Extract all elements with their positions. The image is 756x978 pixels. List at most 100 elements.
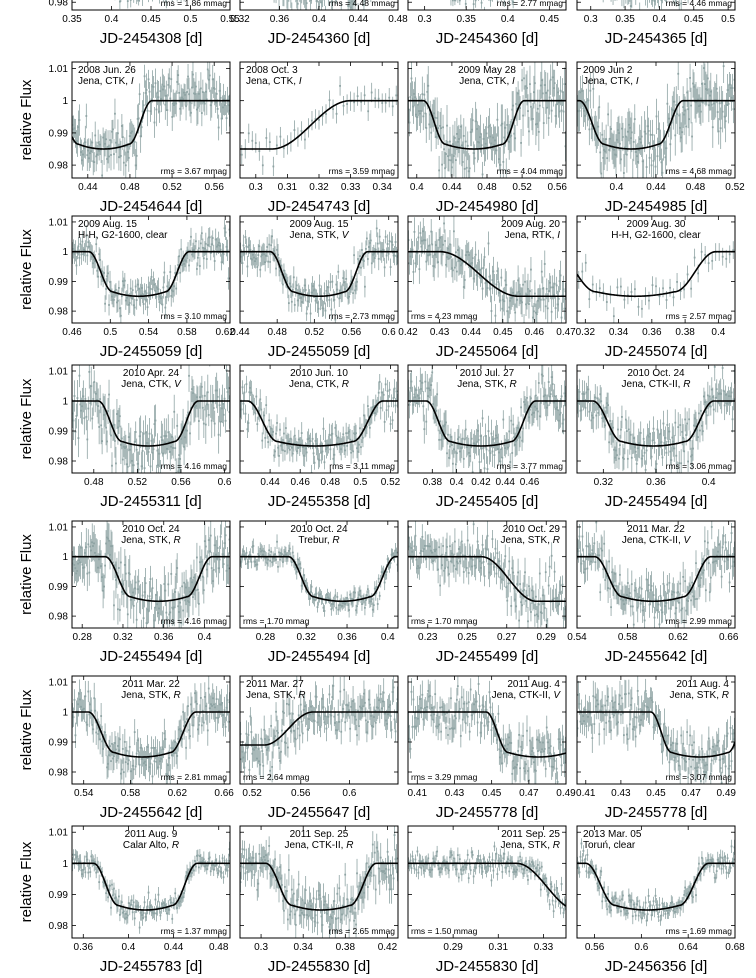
- data-point: [80, 409, 83, 412]
- data-point: [435, 244, 438, 246]
- data-point: [345, 432, 348, 435]
- data-point: [505, 284, 508, 286]
- data-point: [527, 288, 529, 290]
- data-point: [293, 434, 296, 437]
- data-point: [635, 155, 638, 158]
- data-point: [118, 420, 120, 422]
- data-point: [205, 403, 208, 406]
- data-point: [82, 395, 85, 398]
- data-point: [330, 308, 333, 311]
- data-point: [426, 90, 429, 93]
- data-point: [446, 452, 448, 455]
- data-point: [183, 263, 185, 265]
- data-point: [510, 134, 513, 137]
- data-point: [467, 170, 470, 173]
- data-point: [272, 165, 275, 168]
- data-point: [502, 160, 505, 163]
- data-point: [381, 102, 384, 104]
- data-point: [340, 292, 343, 295]
- data-point: [291, 11, 293, 13]
- data-point: [641, 454, 644, 457]
- data-point: [227, 277, 230, 280]
- data-point: [347, 297, 350, 300]
- data-point: [355, 432, 357, 435]
- data-point: [199, 87, 202, 90]
- data-point: [665, 147, 668, 150]
- data-point: [589, 89, 592, 92]
- data-point: [637, 305, 640, 308]
- data-point: [409, 96, 412, 98]
- observation-site: Jena, CTK, I: [583, 76, 639, 87]
- y-tick-label: 0.98: [49, 161, 69, 172]
- data-point: [307, 437, 310, 440]
- data-point: [118, 287, 120, 289]
- data-point: [647, 435, 650, 438]
- x-tick-label: 0.44: [442, 182, 462, 193]
- data-point: [554, 307, 557, 310]
- x-tick-label: 0.44: [78, 182, 98, 193]
- data-point: [518, 435, 520, 438]
- data-point: [648, 432, 651, 435]
- data-point: [659, 432, 662, 435]
- data-point: [514, 137, 517, 140]
- data-point: [136, 283, 139, 286]
- data-point: [408, 389, 410, 392]
- data-point: [194, 406, 196, 409]
- data-point: [227, 387, 230, 389]
- data-point: [530, 105, 532, 108]
- data-point: [454, 0, 456, 2]
- data-point: [293, 304, 296, 306]
- data-point: [623, 458, 625, 460]
- data-point: [198, 265, 201, 267]
- data-point: [588, 410, 591, 413]
- data-point: [154, 290, 157, 292]
- data-point: [510, 297, 513, 300]
- data-point: [503, 1, 506, 4]
- data-point: [370, 414, 373, 417]
- data-point: [473, 157, 476, 160]
- x-tick-label: 0.48: [388, 14, 408, 25]
- data-point: [595, 414, 598, 417]
- data-point: [660, 441, 663, 444]
- data-point: [106, 275, 108, 278]
- data-point: [127, 436, 130, 438]
- data-point: [385, 409, 388, 412]
- data-point: [121, 136, 124, 139]
- x-tick-label: 0.38: [423, 477, 443, 488]
- x-tick-label: 0.43: [430, 327, 450, 338]
- data-point: [456, 249, 459, 251]
- data-point: [304, 447, 307, 450]
- data-point: [585, 391, 588, 394]
- data-point: [166, 285, 169, 288]
- data-point: [550, 376, 553, 379]
- data-point: [496, 270, 499, 272]
- data-point: [75, 415, 78, 417]
- data-point: [327, 443, 330, 446]
- data-point: [599, 151, 602, 154]
- data-point: [182, 98, 184, 100]
- data-point: [649, 133, 652, 136]
- data-points: [273, 0, 372, 13]
- data-point: [364, 285, 366, 288]
- data-point: [375, 227, 378, 230]
- data-point: [444, 240, 446, 242]
- rms-label: rms = 3.11 mmag: [329, 461, 395, 471]
- data-point: [540, 79, 543, 82]
- data-point: [169, 97, 172, 100]
- data-point: [362, 436, 364, 439]
- data-point: [585, 100, 588, 103]
- data-point: [269, 261, 272, 263]
- data-point: [360, 100, 363, 103]
- data-point: [158, 110, 161, 113]
- data-point: [377, 97, 380, 100]
- data-point: [609, 420, 611, 422]
- data-point: [328, 433, 331, 436]
- data-point: [171, 289, 174, 292]
- data-point: [563, 307, 566, 310]
- data-point: [329, 281, 332, 284]
- data-point: [471, 119, 474, 122]
- data-point: [93, 258, 96, 261]
- data-point: [221, 106, 224, 109]
- data-point: [437, 127, 440, 129]
- data-point: [276, 248, 278, 251]
